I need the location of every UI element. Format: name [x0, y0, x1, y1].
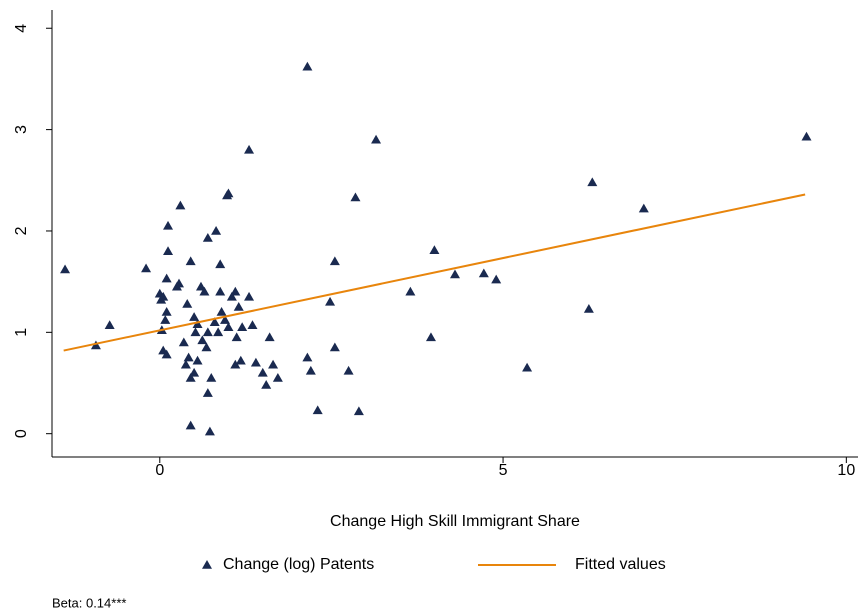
point	[216, 307, 227, 316]
point	[185, 420, 196, 430]
point	[237, 322, 248, 332]
legend-marker	[202, 560, 212, 569]
point	[223, 188, 234, 198]
point	[195, 281, 206, 291]
point	[522, 362, 533, 372]
point	[199, 286, 210, 296]
point	[329, 256, 340, 266]
point	[185, 372, 196, 382]
x-tick-label: 0	[155, 462, 164, 479]
y-tick-label: 4	[13, 24, 30, 33]
point	[264, 332, 275, 342]
point	[250, 357, 261, 367]
point	[353, 406, 364, 416]
point	[478, 268, 489, 278]
point	[230, 359, 241, 369]
fit-line	[63, 193, 806, 352]
point	[268, 359, 279, 369]
point	[201, 342, 212, 352]
point	[163, 220, 174, 230]
point	[261, 380, 272, 389]
point	[247, 320, 258, 329]
point	[213, 327, 224, 337]
y-tick-label: 3	[13, 125, 30, 134]
point	[244, 144, 255, 154]
point	[190, 327, 201, 337]
x-tick-label: 10	[837, 462, 855, 479]
point	[302, 61, 313, 71]
point	[202, 327, 213, 337]
point	[450, 269, 460, 279]
point	[587, 177, 598, 187]
point	[226, 291, 237, 301]
y-tick-label: 1	[13, 328, 30, 337]
point	[185, 256, 196, 266]
point	[163, 246, 174, 255]
point	[801, 131, 812, 141]
legend-label: Change (log) Patents	[223, 556, 374, 573]
point	[312, 405, 323, 415]
point	[161, 307, 172, 316]
point	[235, 355, 246, 365]
point	[325, 296, 336, 306]
point	[638, 203, 649, 213]
point	[257, 367, 268, 377]
point	[189, 367, 200, 377]
point	[202, 388, 213, 397]
note: Beta: 0.14***	[52, 595, 126, 610]
point	[180, 359, 191, 369]
point	[329, 342, 340, 352]
point	[182, 298, 193, 308]
point	[244, 291, 255, 301]
point	[220, 315, 231, 324]
point	[60, 264, 71, 274]
point	[192, 355, 203, 365]
point	[305, 365, 316, 375]
point	[223, 322, 234, 332]
point	[178, 337, 189, 347]
point	[343, 365, 354, 375]
point	[215, 259, 226, 269]
point	[183, 352, 194, 362]
legend-label: Fitted values	[575, 556, 666, 573]
point	[189, 312, 200, 321]
point	[90, 340, 101, 350]
point	[206, 372, 217, 382]
y-tick-label: 0	[13, 429, 30, 438]
point	[141, 263, 152, 273]
point	[215, 286, 226, 296]
point	[583, 304, 594, 313]
point	[175, 200, 186, 210]
point	[192, 319, 203, 328]
point	[350, 192, 361, 202]
point	[429, 245, 440, 254]
point	[491, 274, 502, 284]
point	[161, 273, 172, 283]
point	[231, 332, 242, 342]
y-tick-label: 2	[13, 226, 30, 235]
point	[204, 426, 215, 436]
point	[230, 286, 241, 296]
point	[425, 332, 436, 342]
point	[209, 317, 220, 326]
point	[161, 349, 172, 359]
point	[272, 372, 283, 382]
point	[371, 134, 382, 144]
x-tick-label: 5	[499, 462, 508, 479]
point	[104, 320, 115, 329]
point	[405, 286, 416, 296]
point	[211, 225, 222, 235]
point	[158, 291, 169, 301]
point	[160, 315, 171, 324]
point	[202, 233, 213, 242]
point	[197, 335, 208, 345]
x-axis-title: Change High Skill Immigrant Share	[330, 513, 580, 530]
point	[233, 301, 244, 311]
point	[302, 352, 313, 362]
point	[174, 278, 185, 288]
